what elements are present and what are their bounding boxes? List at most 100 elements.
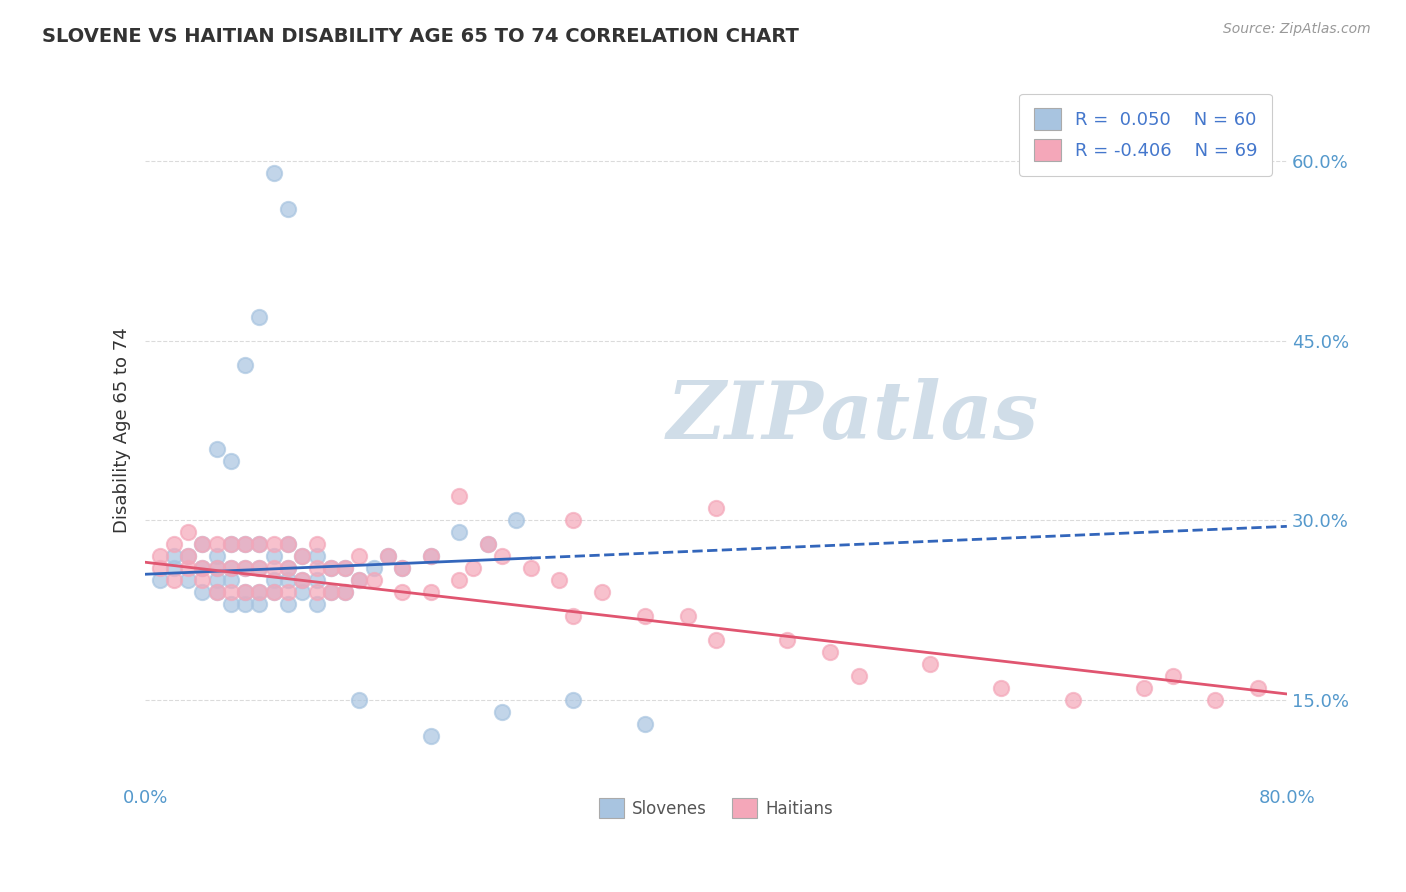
Point [333, 585, 356, 599]
Point [363, 561, 385, 575]
Point [263, 166, 285, 180]
Point [249, 585, 271, 599]
Point [233, 537, 256, 551]
Point [205, 561, 228, 575]
Point [277, 202, 299, 216]
Point [363, 573, 385, 587]
Point [205, 537, 228, 551]
Point [291, 573, 314, 587]
Point [562, 513, 585, 527]
Point [233, 537, 256, 551]
Point [319, 585, 342, 599]
Point [263, 585, 285, 599]
Point [263, 537, 285, 551]
Point [277, 537, 299, 551]
Point [177, 525, 200, 540]
Point [191, 585, 214, 599]
Point [548, 573, 571, 587]
Point [562, 609, 585, 624]
Point [349, 549, 371, 564]
Point [505, 513, 527, 527]
Point [219, 573, 242, 587]
Y-axis label: Disability Age 65 to 74: Disability Age 65 to 74 [114, 327, 131, 533]
Point [419, 585, 441, 599]
Point [1062, 693, 1084, 707]
Point [277, 561, 299, 575]
Point [233, 561, 256, 575]
Point [163, 537, 186, 551]
Point [177, 561, 200, 575]
Point [277, 561, 299, 575]
Point [191, 561, 214, 575]
Point [205, 573, 228, 587]
Point [249, 310, 271, 324]
Point [191, 573, 214, 587]
Point [249, 537, 271, 551]
Point [477, 537, 499, 551]
Point [277, 597, 299, 611]
Point [419, 549, 441, 564]
Point [233, 585, 256, 599]
Point [205, 561, 228, 575]
Point [319, 561, 342, 575]
Text: Source: ZipAtlas.com: Source: ZipAtlas.com [1223, 22, 1371, 37]
Point [676, 609, 699, 624]
Point [233, 358, 256, 372]
Point [263, 561, 285, 575]
Point [848, 669, 870, 683]
Point [491, 705, 513, 719]
Point [634, 609, 657, 624]
Point [349, 573, 371, 587]
Text: SLOVENE VS HAITIAN DISABILITY AGE 65 TO 74 CORRELATION CHART: SLOVENE VS HAITIAN DISABILITY AGE 65 TO … [42, 27, 799, 45]
Point [349, 693, 371, 707]
Point [1247, 681, 1270, 695]
Point [263, 585, 285, 599]
Point [319, 585, 342, 599]
Point [419, 549, 441, 564]
Point [205, 585, 228, 599]
Point [562, 693, 585, 707]
Point [305, 537, 328, 551]
Point [277, 573, 299, 587]
Point [1161, 669, 1184, 683]
Point [419, 729, 441, 743]
Point [449, 525, 471, 540]
Point [491, 549, 513, 564]
Point [463, 561, 485, 575]
Point [333, 585, 356, 599]
Point [163, 561, 186, 575]
Point [333, 561, 356, 575]
Point [163, 573, 186, 587]
Point [191, 537, 214, 551]
Point [704, 501, 727, 516]
Point [920, 657, 942, 671]
Point [333, 561, 356, 575]
Point [219, 561, 242, 575]
Legend: Slovenes, Haitians: Slovenes, Haitians [592, 791, 839, 825]
Point [219, 585, 242, 599]
Point [391, 561, 413, 575]
Point [277, 585, 299, 599]
Point [263, 549, 285, 564]
Point [1205, 693, 1227, 707]
Text: ZIPatlas: ZIPatlas [666, 377, 1039, 455]
Point [263, 573, 285, 587]
Point [163, 549, 186, 564]
Point [1133, 681, 1156, 695]
Point [704, 633, 727, 648]
Point [305, 573, 328, 587]
Point [233, 585, 256, 599]
Point [148, 561, 170, 575]
Point [305, 585, 328, 599]
Point [391, 585, 413, 599]
Point [205, 442, 228, 456]
Point [177, 573, 200, 587]
Point [776, 633, 799, 648]
Point [377, 549, 399, 564]
Point [305, 549, 328, 564]
Point [591, 585, 613, 599]
Point [249, 585, 271, 599]
Point [818, 645, 841, 659]
Point [219, 561, 242, 575]
Point [177, 549, 200, 564]
